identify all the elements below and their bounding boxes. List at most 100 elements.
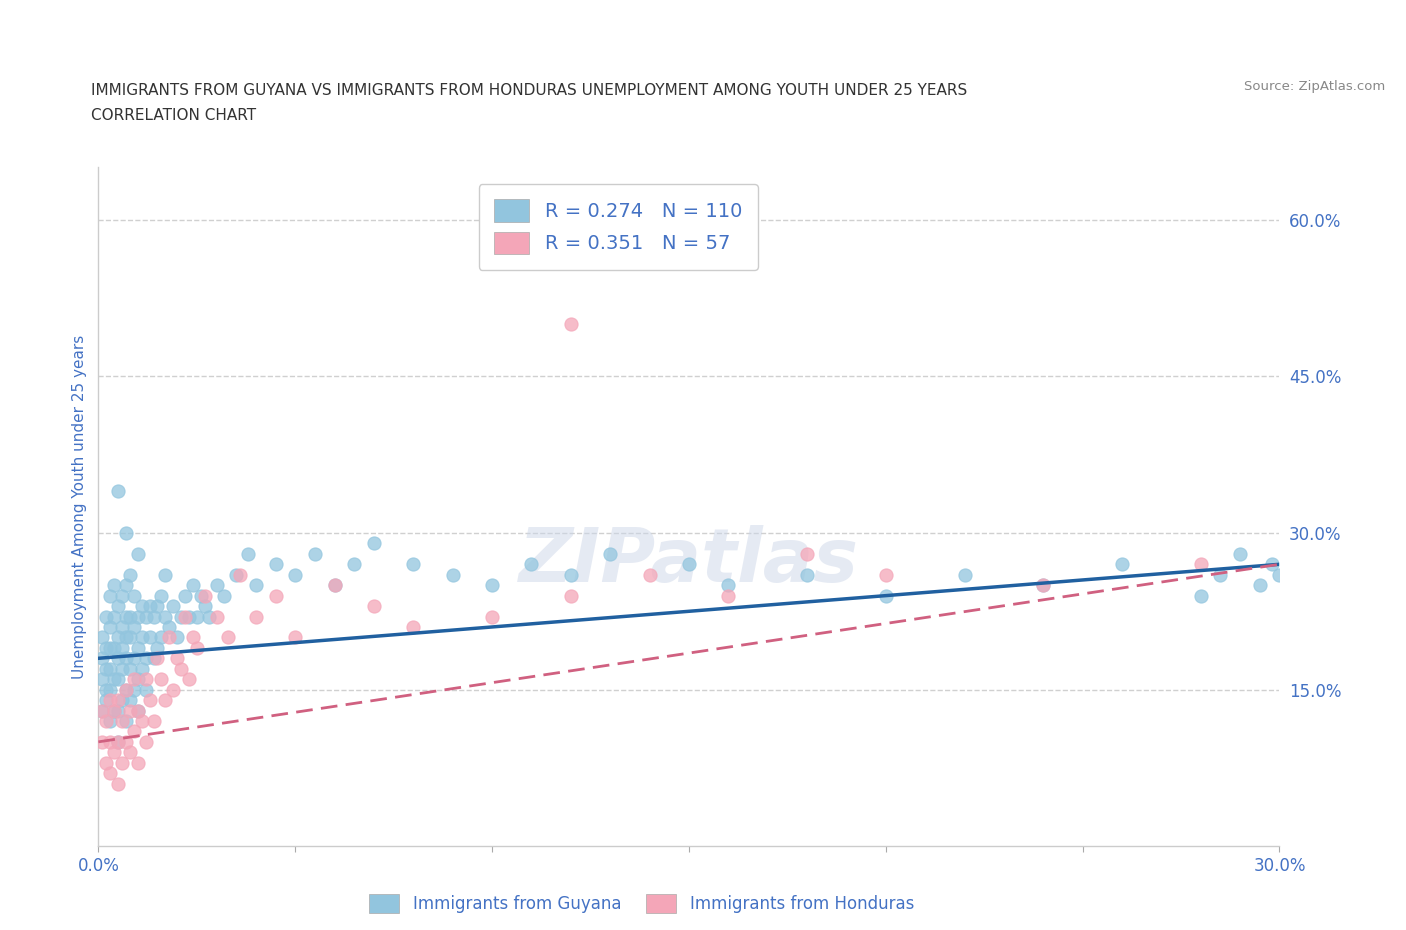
- Point: [122, 651, 145, 666]
- Point: [122, 724, 145, 738]
- Point: [118, 567, 141, 582]
- Point: [217, 630, 239, 644]
- Point: [103, 703, 125, 718]
- Point: [1189, 588, 1212, 603]
- Point: [115, 630, 138, 644]
- Point: [135, 609, 157, 624]
- Point: [107, 630, 129, 644]
- Point: [1260, 557, 1282, 572]
- Point: [190, 588, 212, 603]
- Point: [127, 641, 149, 656]
- Point: [111, 619, 134, 634]
- Point: [91, 651, 114, 666]
- Point: [953, 567, 976, 582]
- Point: [118, 745, 141, 760]
- Point: [150, 588, 173, 603]
- Point: [170, 609, 193, 624]
- Point: [264, 588, 287, 603]
- Point: [157, 619, 180, 634]
- Point: [98, 765, 121, 780]
- Point: [441, 567, 464, 582]
- Text: ZIPatlas: ZIPatlas: [519, 525, 859, 598]
- Point: [875, 567, 897, 582]
- Point: [205, 609, 228, 624]
- Legend: Immigrants from Guyana, Immigrants from Honduras: Immigrants from Guyana, Immigrants from …: [363, 887, 921, 920]
- Point: [118, 703, 141, 718]
- Point: [118, 693, 141, 708]
- Text: IMMIGRANTS FROM GUYANA VS IMMIGRANTS FROM HONDURAS UNEMPLOYMENT AMONG YOUTH UNDE: IMMIGRANTS FROM GUYANA VS IMMIGRANTS FRO…: [91, 83, 967, 98]
- Point: [103, 745, 125, 760]
- Y-axis label: Unemployment Among Youth under 25 years: Unemployment Among Youth under 25 years: [72, 335, 87, 679]
- Point: [91, 630, 114, 644]
- Point: [197, 609, 219, 624]
- Point: [323, 578, 346, 592]
- Point: [107, 599, 129, 614]
- Point: [284, 567, 307, 582]
- Point: [96, 683, 118, 698]
- Point: [127, 609, 149, 624]
- Point: [1268, 567, 1291, 582]
- Point: [98, 641, 121, 656]
- Point: [229, 567, 252, 582]
- Point: [717, 578, 740, 592]
- Point: [138, 693, 160, 708]
- Point: [118, 630, 141, 644]
- Point: [146, 641, 169, 656]
- Point: [155, 693, 177, 708]
- Point: [343, 557, 366, 572]
- Point: [103, 641, 125, 656]
- Point: [122, 683, 145, 698]
- Point: [264, 557, 287, 572]
- Point: [1032, 578, 1054, 592]
- Point: [111, 588, 134, 603]
- Point: [98, 735, 121, 750]
- Point: [481, 578, 503, 592]
- Point: [98, 588, 121, 603]
- Point: [98, 713, 121, 728]
- Point: [138, 599, 160, 614]
- Point: [98, 619, 121, 634]
- Point: [304, 547, 326, 562]
- Point: [122, 619, 145, 634]
- Point: [363, 599, 385, 614]
- Point: [186, 641, 208, 656]
- Point: [98, 661, 121, 676]
- Point: [166, 630, 188, 644]
- Point: [225, 567, 247, 582]
- Point: [98, 683, 121, 698]
- Point: [96, 641, 118, 656]
- Point: [678, 557, 700, 572]
- Point: [115, 683, 138, 698]
- Point: [111, 641, 134, 656]
- Point: [142, 713, 165, 728]
- Point: [131, 661, 153, 676]
- Point: [796, 567, 818, 582]
- Point: [1209, 567, 1232, 582]
- Point: [560, 588, 582, 603]
- Point: [91, 703, 114, 718]
- Point: [146, 599, 169, 614]
- Point: [146, 651, 169, 666]
- Point: [520, 557, 543, 572]
- Point: [142, 609, 165, 624]
- Point: [115, 609, 138, 624]
- Point: [599, 547, 621, 562]
- Point: [131, 713, 153, 728]
- Point: [103, 703, 125, 718]
- Point: [205, 578, 228, 592]
- Point: [717, 588, 740, 603]
- Point: [127, 547, 149, 562]
- Point: [181, 630, 204, 644]
- Point: [131, 630, 153, 644]
- Point: [107, 703, 129, 718]
- Point: [162, 683, 184, 698]
- Point: [245, 578, 267, 592]
- Point: [157, 630, 180, 644]
- Point: [96, 661, 118, 676]
- Point: [111, 755, 134, 770]
- Point: [96, 693, 118, 708]
- Point: [91, 735, 114, 750]
- Point: [875, 588, 897, 603]
- Point: [96, 755, 118, 770]
- Point: [177, 609, 200, 624]
